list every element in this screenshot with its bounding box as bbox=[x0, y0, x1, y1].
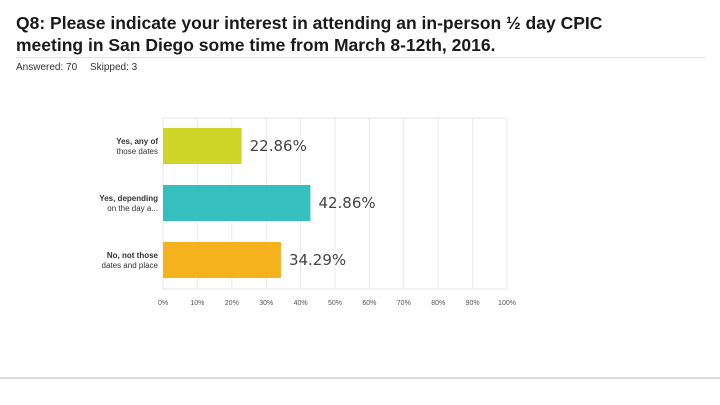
response-stats: Answered: 70 Skipped: 3 bbox=[16, 62, 147, 73]
x-tick-label: 20% bbox=[225, 300, 239, 307]
x-tick-label: 60% bbox=[362, 300, 376, 307]
answered-count: Answered: 70 bbox=[16, 62, 78, 73]
data-label: 42.86% bbox=[318, 194, 375, 212]
bar bbox=[163, 128, 242, 164]
x-tick-label: 90% bbox=[466, 300, 480, 307]
question-title: Q8: Please indicate your interest in att… bbox=[16, 12, 706, 56]
bar bbox=[163, 242, 281, 278]
skipped-count: Skipped: 3 bbox=[89, 62, 138, 73]
title-divider bbox=[16, 57, 706, 58]
data-label: 34.29% bbox=[289, 251, 346, 269]
x-tick-label: 100% bbox=[498, 300, 516, 307]
category-label: dates and place bbox=[102, 261, 159, 270]
footer-divider bbox=[0, 377, 720, 379]
question-title-line-2: meeting in San Diego some time from Marc… bbox=[16, 35, 496, 55]
x-tick-label: 70% bbox=[397, 300, 411, 307]
x-tick-label: 30% bbox=[259, 300, 273, 307]
category-label: those dates bbox=[117, 147, 158, 156]
question-title-line-1: Q8: Please indicate your interest in att… bbox=[16, 13, 603, 33]
x-tick-label: 0% bbox=[158, 300, 168, 307]
category-label: Yes, depending bbox=[99, 194, 158, 203]
category-label: Yes, any of bbox=[116, 137, 158, 146]
x-tick-label: 50% bbox=[328, 300, 342, 307]
category-label: on the day a... bbox=[107, 204, 158, 213]
data-label: 22.86% bbox=[250, 137, 307, 155]
category-label: No, not those bbox=[107, 251, 159, 260]
bar bbox=[163, 185, 311, 221]
x-tick-label: 40% bbox=[294, 300, 308, 307]
x-tick-label: 10% bbox=[190, 300, 204, 307]
x-tick-label: 80% bbox=[431, 300, 445, 307]
